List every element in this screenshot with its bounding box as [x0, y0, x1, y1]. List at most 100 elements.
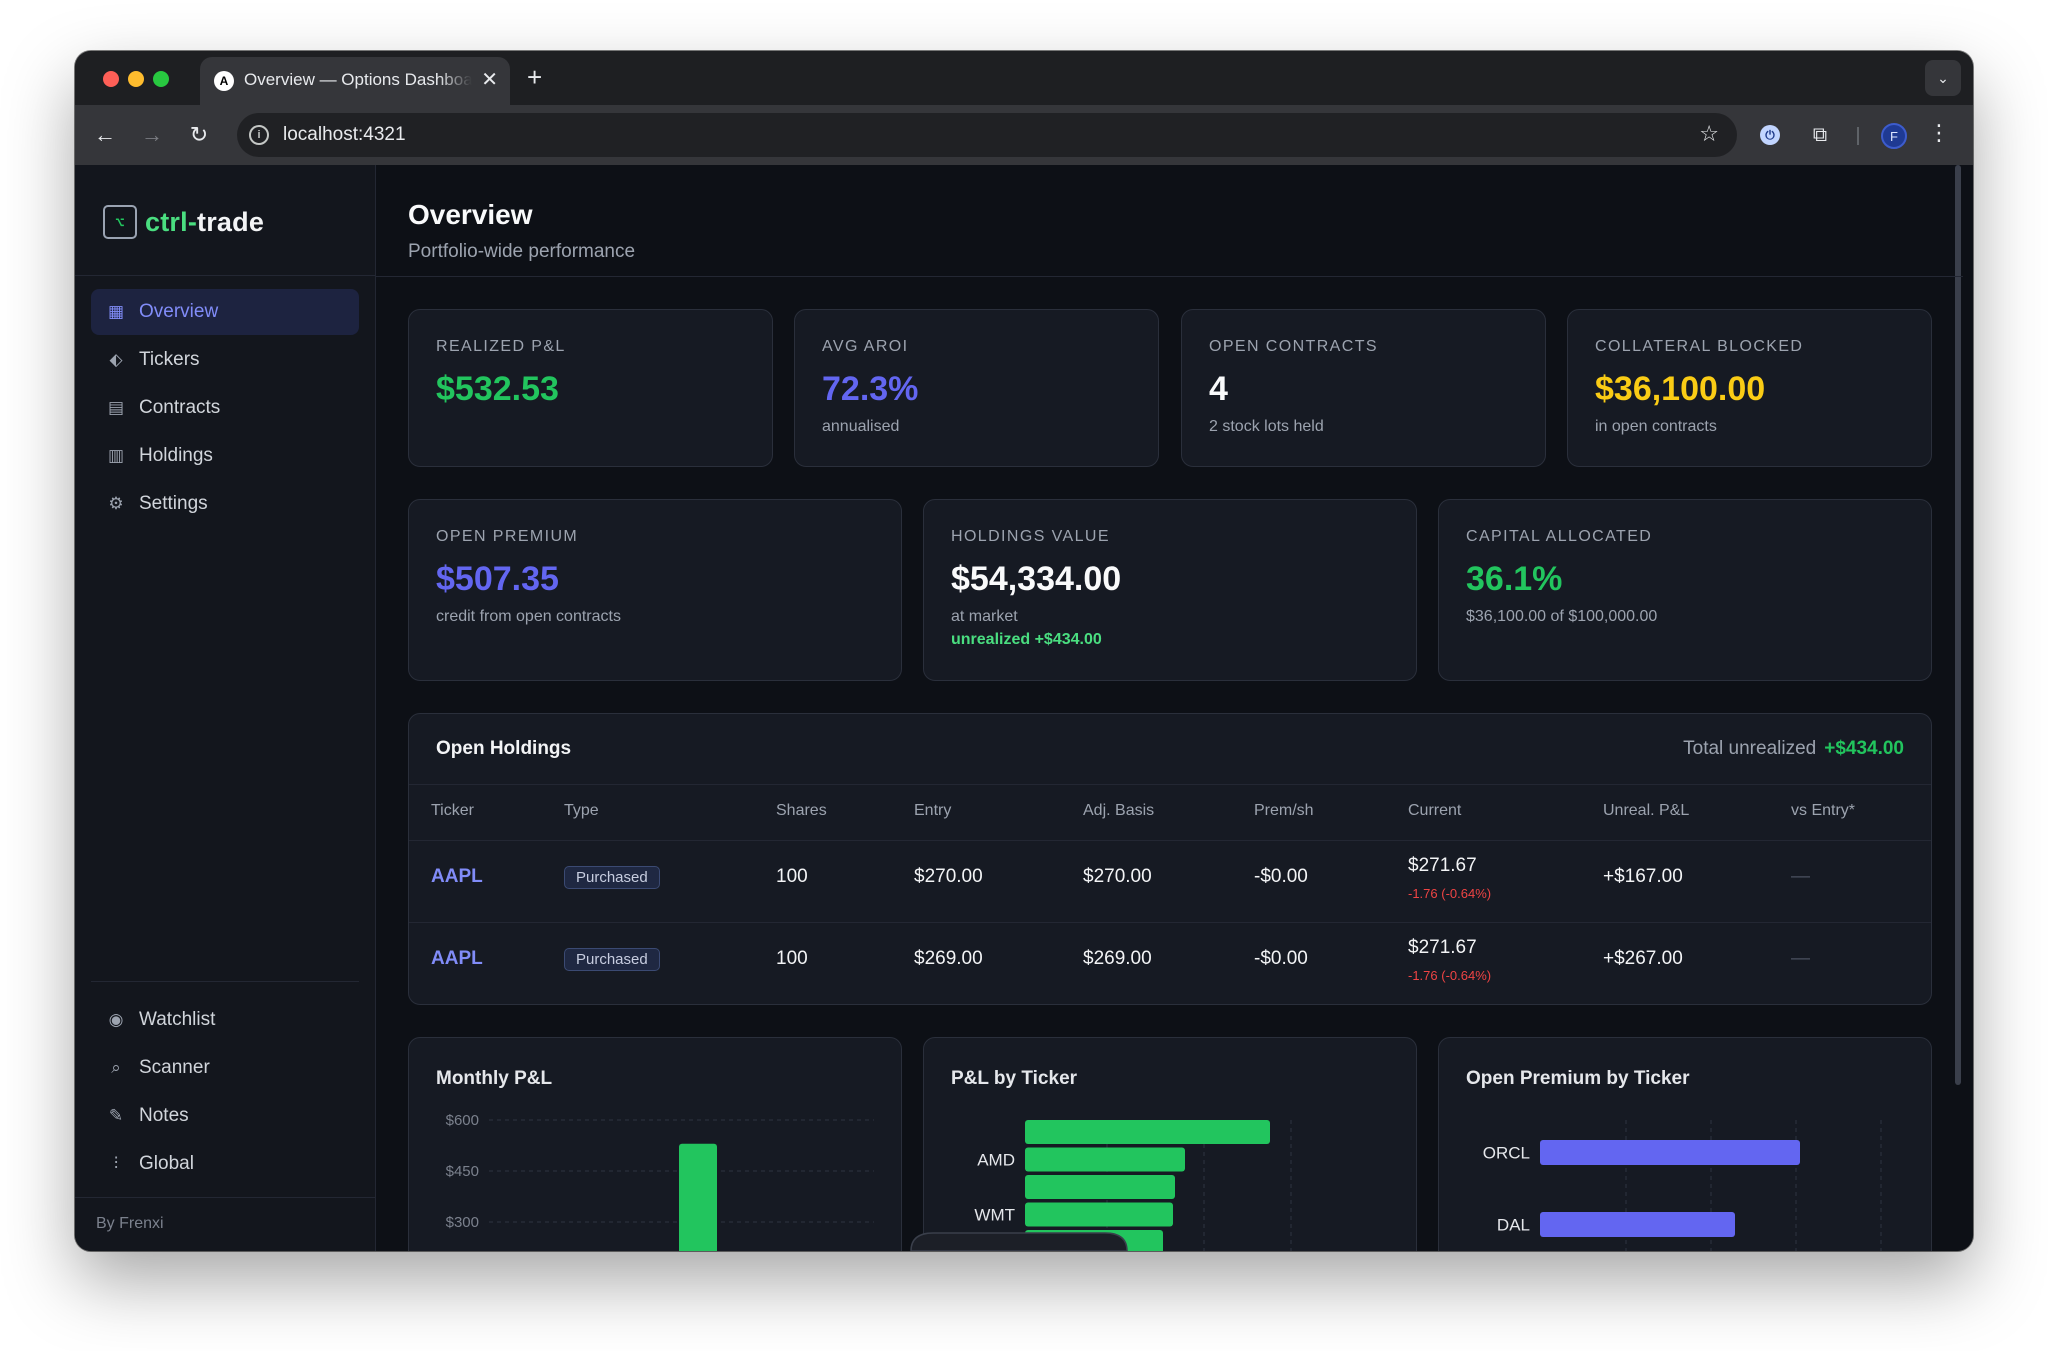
edit-icon: ✎ [108, 1106, 124, 1125]
sidebar: ⌥ ctrl-trade ▦ Overview ⬖ Tickers ▤ Cont… [75, 165, 376, 1251]
stat-card-capital-allocated: CAPITAL ALLOCATED 36.1% $36,100.00 of $1… [1438, 499, 1932, 681]
current-cell: $271.67 [1408, 937, 1477, 958]
scrollbar[interactable] [1955, 165, 1961, 1085]
stat-card-realized-pnl: REALIZED P&L $532.53 [408, 309, 773, 467]
sidebar-item-tickers[interactable]: ⬖ Tickers [91, 337, 359, 383]
gear-icon: ⚙ [108, 494, 124, 513]
sidebar-item-watchlist[interactable]: ◉ Watchlist [91, 997, 359, 1043]
pnl-by-ticker-card: P&L by Ticker AMD WMT [923, 1037, 1417, 1251]
pnl-by-ticker-chart: AMD WMT [974, 1120, 1292, 1251]
sidebar-divider [75, 1197, 375, 1198]
stat-value: $507.35 [436, 560, 559, 598]
chart-title: P&L by Ticker [951, 1068, 1078, 1089]
holdings-title: Open Holdings [436, 738, 572, 759]
column-header[interactable]: Ticker [431, 802, 474, 819]
bar [1025, 1120, 1270, 1144]
sidebar-item-notes[interactable]: ✎ Notes [91, 1093, 359, 1139]
page-title: Overview [408, 199, 533, 230]
bookmark-star-icon[interactable]: ☆ [1699, 121, 1719, 146]
sidebar-item-holdings[interactable]: ▥ Holdings [91, 433, 359, 479]
ticker-link[interactable]: AAPL [431, 866, 483, 887]
stat-card-holdings-value: HOLDINGS VALUE $54,334.00 at market unre… [923, 499, 1417, 681]
url-text[interactable]: localhost:4321 [283, 124, 406, 145]
floating-toolbar[interactable] [903, 1229, 1135, 1251]
sidebar-item-overview[interactable]: ▦ Overview [91, 289, 359, 335]
sidebar-item-label: Global [139, 1153, 194, 1174]
column-header[interactable]: Entry [914, 802, 952, 819]
stat-value: $532.53 [436, 370, 559, 408]
prem-cell: -$0.00 [1254, 948, 1308, 969]
brand-logo[interactable]: ⌥ ctrl-trade [103, 205, 264, 239]
column-header[interactable]: Type [564, 802, 599, 819]
column-header[interactable]: Prem/sh [1254, 802, 1314, 819]
document-icon: ▤ [107, 398, 125, 417]
column-header[interactable]: Current [1408, 802, 1462, 819]
column-header[interactable]: vs Entry* [1791, 802, 1856, 819]
bar [1540, 1140, 1800, 1165]
sliders-icon: ⫶ [113, 1154, 119, 1173]
y-tick-label: $600 [446, 1112, 479, 1129]
unrealized-cell: +$267.00 [1603, 948, 1683, 969]
stat-label: HOLDINGS VALUE [951, 528, 1110, 545]
sidebar-item-scanner[interactable]: ⌕ Scanner [91, 1045, 359, 1091]
stat-label: REALIZED P&L [436, 338, 566, 355]
site-info-icon[interactable]: i [249, 125, 269, 145]
stat-label: AVG AROI [822, 338, 909, 355]
sidebar-item-label: Overview [139, 301, 219, 322]
sidebar-item-global[interactable]: ⫶ Global [91, 1141, 359, 1187]
vs-entry-cell: — [1791, 866, 1810, 887]
close-window-button[interactable] [103, 71, 119, 87]
stat-label: CAPITAL ALLOCATED [1466, 528, 1653, 545]
tab-search-button[interactable]: ⌄ [1925, 60, 1961, 96]
column-header[interactable]: Unreal. P&L [1603, 802, 1690, 819]
browser-menu-icon[interactable]: ⋮ [1928, 120, 1950, 145]
stat-label: OPEN CONTRACTS [1209, 338, 1378, 355]
browser-tab[interactable]: A Overview — Options Dashboard ✕ [200, 57, 510, 105]
sidebar-divider [75, 275, 375, 276]
chart-title: Open Premium by Ticker [1466, 1068, 1690, 1089]
sidebar-item-settings[interactable]: ⚙ Settings [91, 481, 359, 527]
sidebar-item-label: Watchlist [139, 1009, 216, 1030]
bar [1025, 1147, 1185, 1172]
reload-button[interactable]: ↻ [189, 122, 209, 147]
back-button[interactable]: ← [94, 122, 116, 147]
address-bar[interactable]: i localhost:4321 ☆ [237, 113, 1737, 157]
bar [1025, 1202, 1173, 1227]
app-root: ⌥ ctrl-trade ▦ Overview ⬖ Tickers ▤ Cont… [75, 165, 1973, 1251]
eye-icon: ◉ [108, 1010, 124, 1029]
sidebar-item-label: Contracts [139, 397, 221, 418]
column-header[interactable]: Shares [776, 802, 827, 819]
column-header[interactable]: Adj. Basis [1083, 802, 1155, 819]
building-icon: ▥ [107, 446, 125, 465]
stat-value: $36,100.00 [1595, 370, 1766, 408]
stat-sub: in open contracts [1595, 418, 1717, 435]
sidebar-item-contracts[interactable]: ▤ Contracts [91, 385, 359, 431]
stat-label: COLLATERAL BLOCKED [1595, 338, 1804, 355]
chart-title: Monthly P&L [436, 1068, 553, 1089]
table-divider [409, 784, 1931, 785]
minimize-window-button[interactable] [128, 71, 144, 87]
category-label: DAL [1497, 1216, 1530, 1235]
extensions-puzzle-icon[interactable]: ⧉ [1812, 123, 1828, 146]
page-subtitle: Portfolio-wide performance [408, 241, 636, 262]
maximize-window-button[interactable] [153, 71, 169, 87]
profile-avatar[interactable]: F [1881, 123, 1907, 149]
grid-icon: ▦ [107, 302, 125, 321]
prem-cell: -$0.00 [1254, 866, 1308, 887]
main-content: Overview Portfolio-wide performance REAL… [376, 165, 1963, 1251]
password-manager-extension-icon[interactable]: ⏻ [1755, 120, 1785, 150]
terminal-logo-icon: ⌥ [103, 205, 137, 239]
ticker-link[interactable]: AAPL [431, 948, 483, 969]
favicon-icon: A [214, 71, 234, 91]
unrealized-cell: +$167.00 [1603, 866, 1683, 887]
category-label: WMT [974, 1206, 1015, 1225]
monthly-pnl-chart: $600 $450 $300 [446, 1112, 874, 1251]
current-change: -1.76 (-0.64%) [1408, 968, 1492, 983]
forward-button[interactable]: → [141, 122, 163, 147]
tab-title: Overview — Options Dashboard [244, 70, 472, 89]
new-tab-button[interactable]: + [527, 62, 543, 92]
sidebar-divider [91, 981, 359, 982]
category-label: ORCL [1483, 1144, 1530, 1163]
page-header: Overview Portfolio-wide performance [376, 165, 1963, 277]
tab-close-icon[interactable]: ✕ [481, 69, 498, 91]
